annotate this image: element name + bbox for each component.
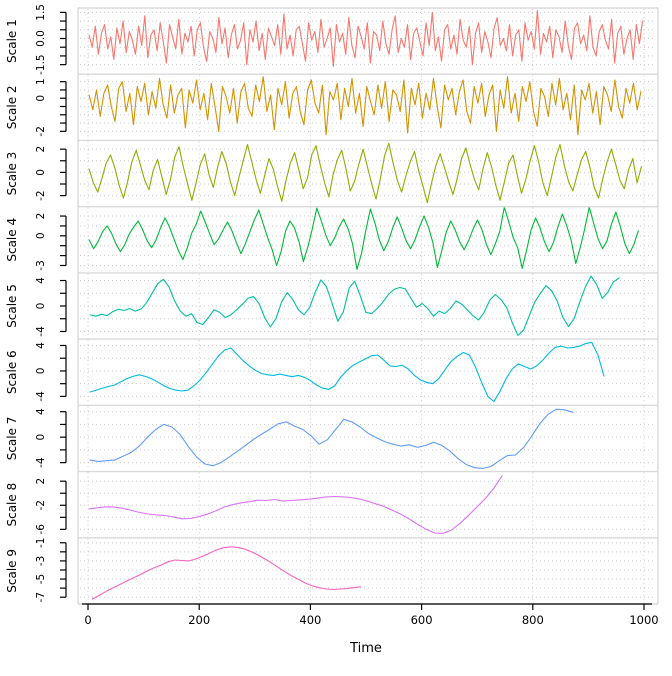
panel-title-scale-1: Scale 1 (5, 19, 19, 63)
x-axis-title: Time (349, 641, 382, 656)
y-tick-label: -2 (35, 500, 47, 510)
y-tick-label: 0 (35, 434, 47, 441)
y-tick-label: -3 (35, 556, 47, 566)
y-tick-label: 0 (35, 95, 47, 102)
panel-title-scale-3: Scale 3 (5, 152, 19, 196)
y-tick-label: 0 (35, 303, 47, 310)
y-tick-label: 1.5 (35, 4, 47, 21)
panel-scale-3: 2 0 -2 Scale 3 (5, 141, 656, 206)
y-tick-label: 2 (35, 478, 47, 485)
series-line-scale-2 (88, 76, 642, 136)
x-tick-label: 1000 (629, 613, 658, 627)
y-tick-label: -1 (35, 538, 47, 548)
x-tick-label: 600 (411, 613, 433, 627)
panel-scale-6: 4 0 -4 Scale 6 (5, 340, 656, 405)
series-line-scale-5 (89, 275, 620, 336)
series-line-scale-6 (89, 341, 605, 403)
y-tick-label: 2 (35, 213, 47, 220)
panel-title-scale-8: Scale 8 (5, 483, 19, 527)
x-tick-label: 800 (522, 613, 544, 627)
y-tick-label: -4 (35, 457, 47, 468)
y-tick-label: 4 (35, 408, 47, 415)
x-tick-label: 400 (299, 613, 321, 627)
y-tick-label: 0 (35, 232, 47, 239)
series-line-scale-9 (91, 546, 362, 600)
y-tick-label: -6 (35, 524, 47, 535)
y-tick-label: -7 (35, 592, 47, 602)
y-tick-label: -3 (35, 260, 47, 270)
panel-title-scale-9: Scale 9 (5, 549, 19, 593)
y-tick-label: 0.0 (35, 30, 47, 47)
y-tick-label: -1.5 (35, 54, 47, 75)
panel-title-scale-6: Scale 6 (5, 350, 19, 394)
panel-scale-2: 1 0 -2 Scale 2 (5, 75, 656, 140)
panel-scale-7: 4 0 -4 Scale 7 (5, 406, 656, 471)
panel-scale-9: -1 -3 -5 -7 Scale 9 (5, 538, 656, 603)
panel-scale-8: 2 -2 -6 Scale 8 (5, 472, 656, 537)
y-tick-label: -4 (35, 391, 47, 402)
panel-title-scale-4: Scale 4 (5, 218, 19, 262)
panel-title-scale-2: Scale 2 (5, 85, 19, 129)
series-line-scale-3 (88, 142, 642, 204)
y-tick-label: 2 (35, 146, 47, 153)
panel-title-scale-5: Scale 5 (5, 284, 19, 328)
y-tick-label: -5 (35, 574, 47, 584)
panel-scale-5: 4 0 -4 Scale 5 (5, 273, 656, 339)
y-tick-label: 0 (35, 169, 47, 176)
series-line-scale-8 (88, 475, 503, 534)
series-line-scale-1 (88, 10, 644, 67)
series-line-scale-7 (89, 408, 574, 469)
x-tick-label: 200 (188, 613, 210, 627)
series-line-scale-4 (88, 207, 639, 270)
y-tick-label: 4 (35, 342, 47, 349)
y-tick-label: 0 (35, 368, 47, 375)
y-tick-label: -2 (35, 190, 47, 200)
y-tick-label: -4 (35, 326, 47, 337)
panel-title-scale-7: Scale 7 (5, 417, 19, 461)
y-tick-label: 1 (35, 78, 47, 85)
panel-scale-1: 1.5 0.0 -1.5 Scale 1 (5, 4, 656, 75)
panel-scale-4: 2 0 -3 Scale 4 (5, 207, 656, 272)
y-tick-label: 4 (35, 277, 47, 284)
x-tick-label: 0 (84, 613, 91, 627)
y-tick-label: -2 (35, 126, 47, 136)
